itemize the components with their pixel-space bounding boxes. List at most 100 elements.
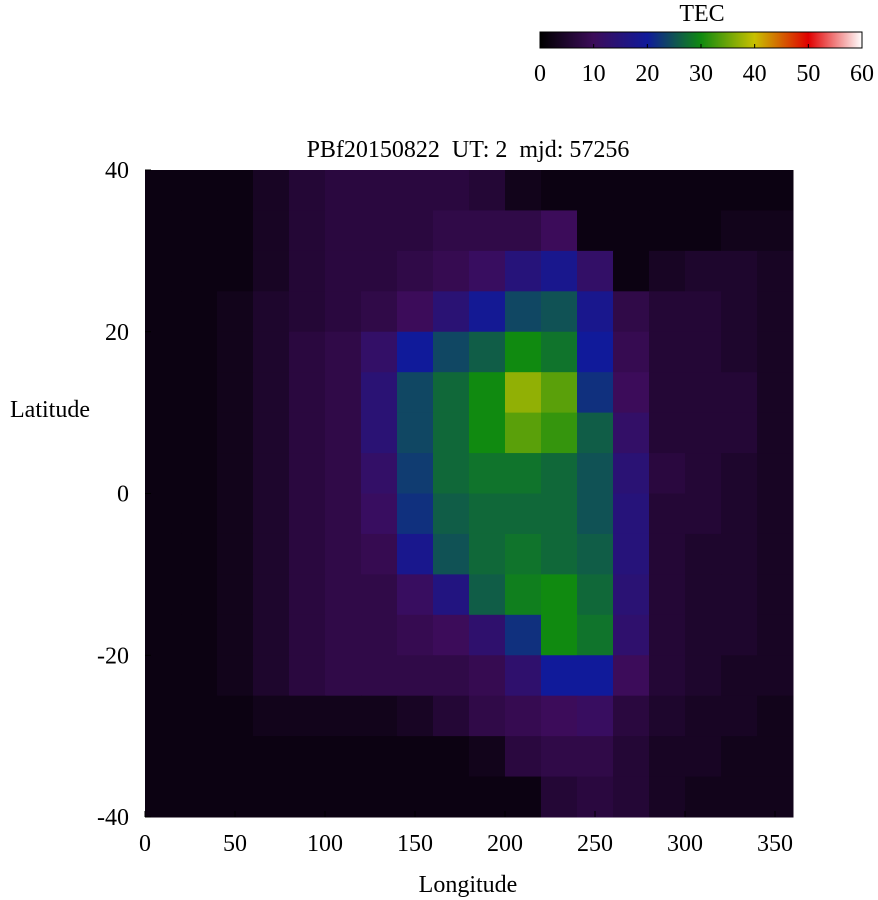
heat-cell [217, 614, 254, 656]
heat-cell [433, 614, 470, 656]
heat-cell [757, 614, 794, 656]
heat-cell [289, 736, 326, 778]
heat-cell [361, 250, 398, 292]
heat-cell [577, 412, 614, 454]
heat-cell [577, 170, 614, 211]
heat-cell [613, 533, 650, 575]
heat-cell [361, 493, 398, 535]
heat-cell [181, 493, 218, 535]
heat-cell [253, 533, 290, 575]
heat-cell [325, 210, 362, 252]
heat-cell [433, 533, 470, 575]
heat-cell [757, 736, 794, 778]
heat-cell [541, 170, 578, 211]
heat-cell [685, 250, 722, 292]
heat-cell [217, 412, 254, 454]
heat-cell [289, 695, 326, 737]
heat-cell [145, 453, 182, 494]
heat-cell [289, 331, 326, 373]
heat-cell [577, 776, 614, 818]
x-tick-label: 150 [397, 831, 433, 857]
heat-cell [577, 331, 614, 373]
heat-cell [685, 533, 722, 575]
heat-cell [181, 736, 218, 778]
heat-cell [613, 412, 650, 454]
heat-cell [253, 250, 290, 292]
heat-cell [721, 695, 758, 737]
heat-cell [325, 493, 362, 535]
heat-cell [721, 493, 758, 535]
heat-cell [757, 695, 794, 737]
heat-cell [433, 372, 470, 414]
heat-cell [289, 493, 326, 535]
heat-cell [721, 574, 758, 616]
heat-cell [181, 533, 218, 575]
heat-cell [181, 453, 218, 494]
heat-cell [217, 250, 254, 292]
heat-cell [577, 736, 614, 778]
heat-cell [433, 776, 470, 818]
heat-cell [361, 574, 398, 616]
heat-cell [541, 533, 578, 575]
heat-cell [361, 372, 398, 414]
heat-cell [721, 533, 758, 575]
heat-cell [397, 210, 434, 252]
heat-cell [397, 695, 434, 737]
heat-cell [505, 655, 542, 697]
heat-cell [397, 655, 434, 697]
heat-cell [181, 695, 218, 737]
heat-cell [361, 331, 398, 373]
heat-cell [541, 291, 578, 333]
heat-cell [757, 776, 794, 818]
heat-cell [433, 493, 470, 535]
colorbar-tick-label: 10 [582, 61, 606, 87]
heat-cell [505, 574, 542, 616]
heat-cell [505, 291, 542, 333]
heat-cell [325, 331, 362, 373]
heat-cell [217, 493, 254, 535]
heat-cell [289, 614, 326, 656]
heat-cell [469, 655, 506, 697]
heat-cell [145, 776, 182, 818]
heat-cell [217, 372, 254, 414]
heat-cell [253, 574, 290, 616]
heat-cell [505, 533, 542, 575]
heat-cell [577, 250, 614, 292]
heat-cell [721, 453, 758, 494]
heat-cell [289, 412, 326, 454]
heat-cell [181, 372, 218, 414]
heat-cell [433, 574, 470, 616]
heat-cell [721, 776, 758, 818]
heat-cell [541, 776, 578, 818]
heat-cell [685, 695, 722, 737]
heat-cell [649, 412, 686, 454]
heat-cell [181, 250, 218, 292]
x-tick-label: 250 [577, 831, 613, 857]
heat-cell [685, 210, 722, 252]
heat-cell [469, 453, 506, 494]
heat-cell [397, 291, 434, 333]
heat-cell [469, 695, 506, 737]
heat-cell [253, 291, 290, 333]
heat-cell [325, 250, 362, 292]
heat-cell [469, 533, 506, 575]
heat-cell [325, 372, 362, 414]
heat-cell [721, 331, 758, 373]
heat-cell [145, 372, 182, 414]
heat-cell [757, 655, 794, 697]
heat-cell [253, 614, 290, 656]
heat-cell [541, 655, 578, 697]
y-tick-label: 0 [117, 482, 129, 508]
x-tick-label: 200 [487, 831, 523, 857]
y-tick-label: 20 [105, 320, 129, 346]
heat-cell [325, 412, 362, 454]
heat-cell [325, 776, 362, 818]
heat-cell [505, 210, 542, 252]
heat-cell [433, 291, 470, 333]
x-tick-label: 0 [139, 831, 151, 857]
heat-cell [217, 736, 254, 778]
heat-cell [757, 210, 794, 252]
y-axis-label: Latitude [10, 397, 90, 423]
heat-cell [397, 614, 434, 656]
heat-cell [541, 574, 578, 616]
